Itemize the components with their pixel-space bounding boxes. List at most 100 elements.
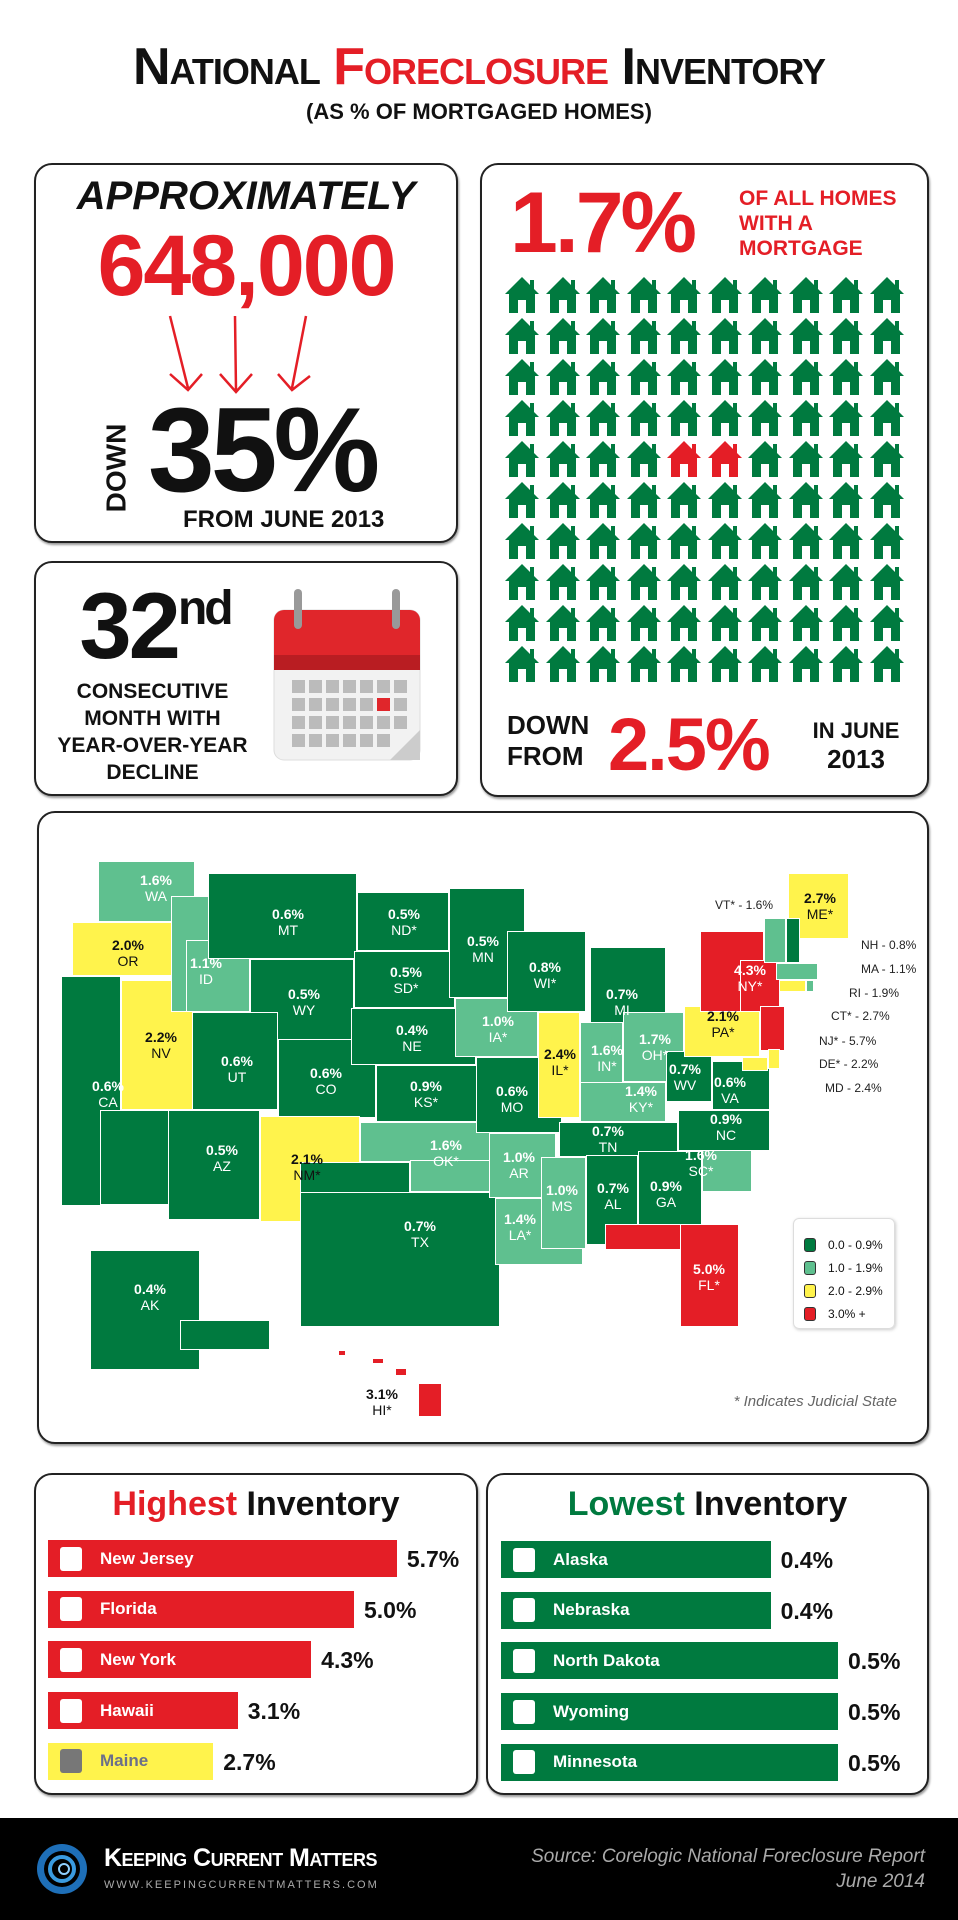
caption-line: MONTH WITH: [84, 707, 221, 730]
state-shape-mt: [208, 873, 357, 959]
house-icon: [747, 399, 783, 437]
state-code: WV: [673, 1077, 697, 1093]
house-icon: [504, 481, 540, 519]
house-icon: [504, 563, 540, 601]
state-label: 1.6% WA: [140, 872, 172, 904]
house-icon: [666, 481, 702, 519]
bar-state-name: New Jersey: [100, 1548, 194, 1568]
state-label: 1.0% MS: [546, 1182, 578, 1214]
bar-state-name: Minnesota: [553, 1752, 638, 1772]
state-code: SD*: [393, 980, 419, 996]
legend-swatch: [804, 1306, 816, 1321]
highlighted-house-icon: [707, 440, 743, 478]
state-shape-az: [168, 1110, 260, 1220]
state-shape-small: [768, 1049, 780, 1069]
state-value: 2.2%: [145, 1029, 177, 1045]
down-label: DOWN: [100, 423, 132, 513]
house-icon: [504, 358, 540, 396]
label-line: 2013: [827, 744, 885, 774]
state-value: 3.1%: [366, 1386, 398, 1402]
brand-name: Keeping Current Matters: [104, 1844, 378, 1872]
state-code: AZ: [213, 1158, 231, 1174]
house-icon: [869, 440, 905, 478]
house-icon: [585, 399, 621, 437]
house-icon: [788, 563, 824, 601]
state-silhouette-icon: [60, 1597, 82, 1622]
state-code: GA: [655, 1194, 677, 1210]
house-icon: [707, 276, 743, 314]
house-icon: [788, 399, 824, 437]
house-icon: [585, 440, 621, 478]
house-icon: [545, 645, 581, 683]
house-icon: [869, 604, 905, 642]
bar-value: 0.5%: [848, 1699, 901, 1726]
source-note: Source: Corelogic National Foreclosure R…: [531, 1844, 925, 1894]
state-label: 0.9% NC: [710, 1111, 742, 1143]
state-label: 0.7% WV: [669, 1061, 701, 1093]
bar-value: 0.4%: [780, 1547, 834, 1573]
house-icon: [828, 563, 864, 601]
bar-state-name: Maine: [100, 1751, 149, 1771]
house-icon: [869, 645, 905, 683]
house-icon: [626, 317, 662, 355]
state-value: 0.5%: [206, 1142, 238, 1158]
map-legend: 0.0 - 0.9% 1.0 - 1.9% 2.0 - 2.9% 3.0% +: [793, 1218, 895, 1329]
house-icon: [545, 604, 581, 642]
bar-value: 5.0%: [364, 1596, 417, 1623]
house-icon: [747, 481, 783, 519]
house-icon: [707, 317, 743, 355]
state-code: TX: [411, 1234, 429, 1250]
title-highlight: Foreclosure: [333, 38, 609, 96]
state-value: 2.0%: [112, 937, 144, 953]
ranking-bar: Minnesota: [501, 1743, 838, 1781]
house-icon: [747, 317, 783, 355]
page-title: National Foreclosure Inventory: [0, 38, 958, 96]
source-text: Source: Corelogic National Foreclosure R…: [531, 1846, 925, 1867]
state-label: 1.7% OH*: [639, 1031, 671, 1063]
house-icon: [747, 563, 783, 601]
state-label: 0.7% TX: [404, 1218, 436, 1250]
legend-item: 0.0 - 0.9%: [804, 1233, 894, 1256]
title-rest: Inventory: [237, 1485, 400, 1523]
house-icon: [747, 276, 783, 314]
state-code: VA: [721, 1090, 739, 1106]
state-value: 1.6%: [591, 1042, 623, 1058]
state-code: KS*: [413, 1094, 439, 1110]
state-label: 1.4% LA*: [504, 1211, 536, 1243]
inventory-count-card: [34, 163, 458, 543]
state-shape-pa: [684, 1006, 760, 1057]
house-icon: [788, 604, 824, 642]
caption-line: WITH A: [739, 212, 813, 235]
house-icon: [788, 317, 824, 355]
judicial-footnote: * Indicates Judicial State: [733, 1393, 897, 1410]
state-callout: CT* - 2.7%: [831, 1009, 890, 1023]
state-value: 0.8%: [529, 959, 561, 975]
state-code: IA*: [488, 1029, 508, 1045]
bar-value: 0.5%: [848, 1648, 901, 1675]
house-icon: [707, 604, 743, 642]
share-caption: OF ALL HOMES WITH A MORTGAGE: [739, 186, 897, 261]
house-icon: [828, 317, 864, 355]
state-value: 0.9%: [710, 1111, 742, 1127]
state-code: UT: [227, 1069, 247, 1085]
ordinal-suffix: nd: [177, 582, 234, 635]
state-value: 2.1%: [291, 1151, 323, 1167]
state-label: 0.9% KS*: [410, 1078, 442, 1110]
state-label: 0.5% SD*: [390, 964, 422, 996]
legend-item: 1.0 - 1.9%: [804, 1256, 894, 1279]
house-icon: [828, 440, 864, 478]
state-code: NE: [402, 1038, 422, 1054]
house-icon: [585, 522, 621, 560]
state-value: 5.0%: [693, 1261, 725, 1277]
state-shape-ky: [580, 1082, 666, 1122]
previous-date: IN JUNE 2013: [808, 718, 904, 774]
state-code: MO: [500, 1099, 524, 1115]
state-code: IL*: [551, 1062, 569, 1078]
state-shape-il: [538, 1012, 580, 1118]
caption-line: YEAR-OVER-YEAR: [57, 734, 248, 757]
state-code: MI: [614, 1002, 630, 1018]
state-code: SC*: [688, 1163, 714, 1179]
house-icon: [545, 317, 581, 355]
state-code: MN: [472, 949, 494, 965]
brand-url[interactable]: WWW.KEEPINGCURRENTMATTERS.COM: [104, 1879, 379, 1891]
